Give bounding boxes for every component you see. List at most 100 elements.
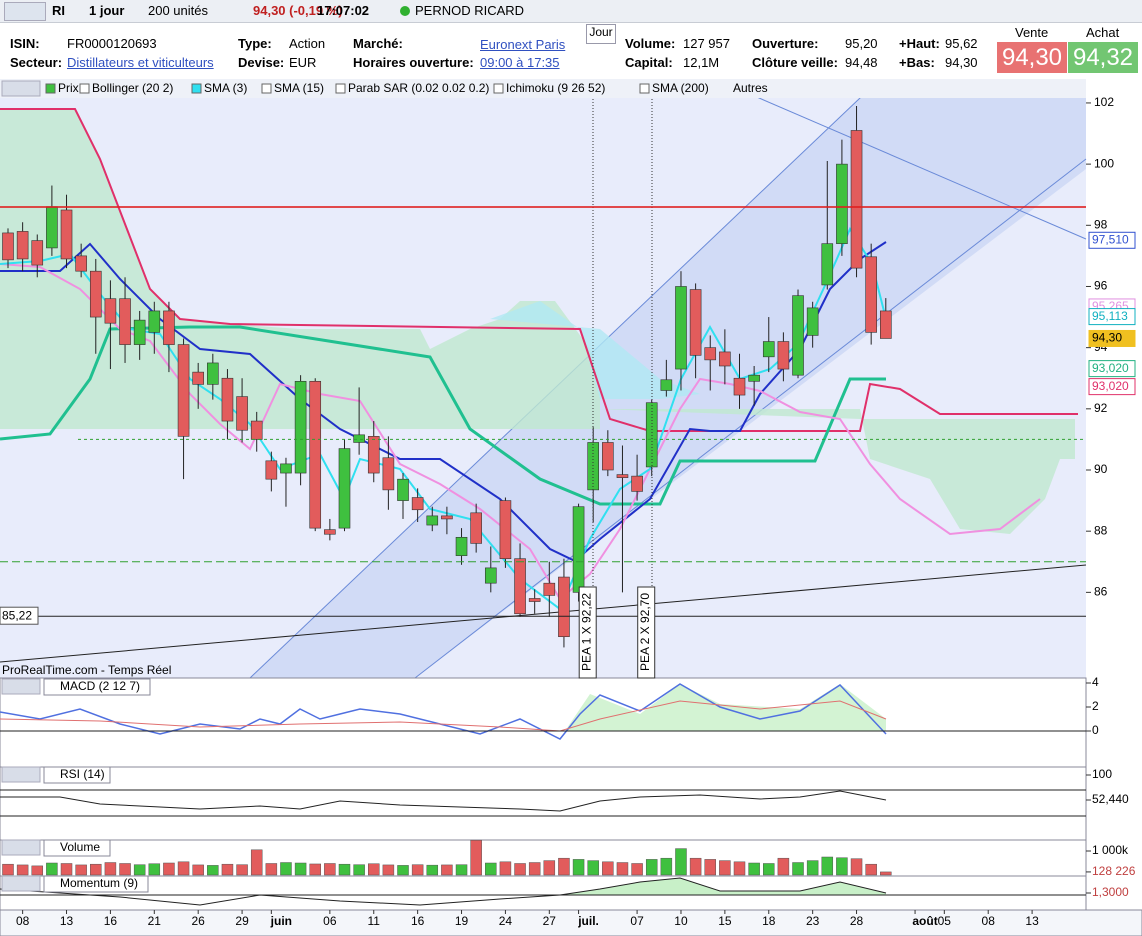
volume-bar [587,860,599,876]
rsi-panel [0,766,1087,841]
volume-bar [470,839,482,876]
value: FR0000120693 [67,36,157,51]
symbol[interactable]: RI [52,3,65,18]
volume-bar [411,864,424,876]
label: +Bas: [899,55,935,70]
annotation-box [578,586,597,679]
indicator-item[interactable]: SMA (200) [652,81,709,95]
indicator-item[interactable]: Ichimoku (9 26 52) [506,81,605,95]
candle-body [704,347,717,361]
checkbox [639,83,650,94]
indicator-item[interactable]: Parab SAR (0.02 0.02 0.2) [348,81,489,95]
channel-line [414,158,1087,679]
day-tab[interactable]: Jour [586,24,616,44]
candle-body [850,130,863,269]
volume-bar [90,863,102,876]
x-tick-label: 15 [718,914,732,928]
label: Horaires ouverture: [353,55,474,70]
candle-body [324,529,336,535]
y-tick-label: 90 [1094,462,1108,476]
candle-body [645,402,658,468]
y-tick-label: 4 [1092,675,1099,689]
buy-price[interactable]: 94,32 [1068,42,1138,73]
x-tick-label: 13 [1025,914,1039,928]
source: ProRealTime.com - Temps Réel [2,663,171,677]
x-tick-label: 05 [938,914,952,928]
candle-body [572,506,585,593]
candle-body [367,436,380,474]
indicator-item[interactable]: Prix [58,81,79,95]
volume-bar [441,864,453,876]
candle-body [660,379,673,391]
volume-panel [0,839,1087,877]
candle-body [221,377,234,422]
x-axis [0,909,1142,936]
trend-line [714,79,1087,240]
status-dot [400,6,410,16]
x-tick-label: 27 [543,914,557,928]
x-tick-label: 18 [762,914,776,928]
indicator-item[interactable]: Bollinger (20 2) [92,81,173,95]
period[interactable]: 1 jour [89,3,125,18]
indicator-item[interactable]: SMA (3) [204,81,247,95]
candle-body [762,341,775,358]
stock-name: PERNOD RICARD [415,3,525,18]
candle-body [719,351,731,367]
annotation-box [637,586,656,679]
volume-bar [309,863,321,876]
volume-bar [163,862,175,876]
senkou-a [0,108,1078,432]
x-tick-label: 24 [499,914,513,928]
panel-title: Momentum (9) [60,876,138,890]
volume-bar [792,862,804,876]
candle-body [528,598,541,602]
x-tick-label: 16 [104,914,118,928]
volume-bar [2,863,14,876]
chart: 8688909294969810010285,2297,51095,26595,… [0,79,1142,936]
volume-bar [60,863,73,876]
volume-bar [821,856,834,876]
volume-bar [148,863,161,876]
volume-bar [16,864,29,876]
panel-header [1,839,41,856]
candle-body [455,536,468,556]
indicator-item[interactable]: SMA (15) [274,81,324,95]
checkbox [493,83,504,94]
macd-fill [565,684,886,731]
x-tick-label: 08 [16,914,30,928]
volume-bar [602,861,614,876]
x-tick-label: juin [270,914,292,928]
volume-bar [265,863,278,876]
axis-bg [1086,79,1142,936]
candle-body [294,380,307,474]
candle-body [31,240,44,266]
value: 95,20 [845,36,878,51]
y-tick-label: 52,440 [1092,792,1129,806]
indicator-item[interactable]: Autres [733,81,768,95]
checkbox [79,83,90,94]
sell-price[interactable]: 94,30 [997,42,1067,73]
label: Marché: [353,36,403,51]
indicator-icons[interactable] [1,80,41,97]
candle-body [353,434,365,443]
link[interactable]: Distillateurs et viticulteurs [67,55,214,70]
candle-body [777,341,790,370]
price-label-box [1088,360,1136,378]
candle-body [250,420,263,440]
price-label: 93,020 [1092,379,1129,393]
trend-line [0,564,1087,663]
y-tick-label: 92 [1094,401,1108,415]
volume-bar [177,861,190,876]
toolbar-icons[interactable] [4,2,46,21]
volume-bar [397,865,409,876]
volume-bar [631,863,643,876]
units[interactable]: 200 unités [148,3,208,18]
price-label-box [1088,329,1136,347]
link[interactable]: Euronext Paris [480,37,566,52]
link[interactable]: 09:00 à 17:35 [480,55,560,70]
label: Type: [238,36,272,51]
x-tick-label: 06 [323,914,337,928]
x-tick-label: 08 [982,914,996,928]
volume-bar [221,863,234,876]
